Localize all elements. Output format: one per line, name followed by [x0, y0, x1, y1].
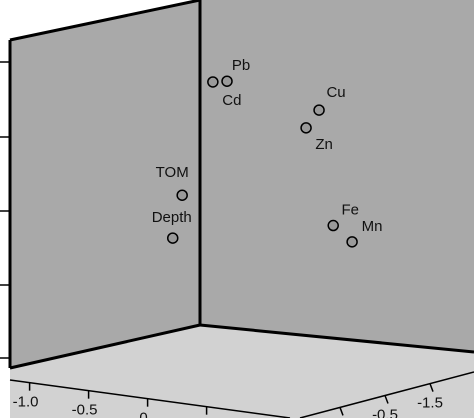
- floor-panel: [10, 325, 474, 418]
- point: [313, 104, 325, 116]
- point: [346, 236, 358, 248]
- x-tick-label: 0: [139, 410, 147, 418]
- point-label: Mn: [362, 218, 383, 235]
- z-tick: [429, 383, 434, 392]
- point: [300, 122, 312, 134]
- z-tick-label: -0.5: [372, 406, 398, 418]
- z-tick-label: -1.5: [417, 395, 443, 412]
- x-axis-line: [9, 379, 291, 418]
- x-tick-label: -1.0: [13, 394, 39, 411]
- point: [176, 189, 188, 201]
- z-axis-line: [299, 371, 474, 418]
- point-label: Cu: [326, 84, 345, 101]
- point-label: Depth: [152, 209, 192, 226]
- left-wall: [10, 0, 200, 368]
- point-label: Pb: [232, 57, 250, 74]
- point-label: TOM: [156, 164, 189, 181]
- box-edges: [8, 0, 474, 370]
- point: [166, 232, 179, 244]
- left-axis-ticks: [0, 61, 10, 359]
- point: [207, 76, 219, 88]
- point-label: Zn: [315, 136, 333, 153]
- point: [221, 75, 233, 87]
- z-tick: [384, 395, 389, 404]
- x-tick-label: -0.5: [72, 402, 98, 418]
- point-label: Fe: [341, 202, 359, 219]
- point-label: Cd: [222, 92, 241, 109]
- z-tick: [339, 407, 344, 416]
- back-wall: [200, 0, 474, 352]
- point: [327, 219, 339, 232]
